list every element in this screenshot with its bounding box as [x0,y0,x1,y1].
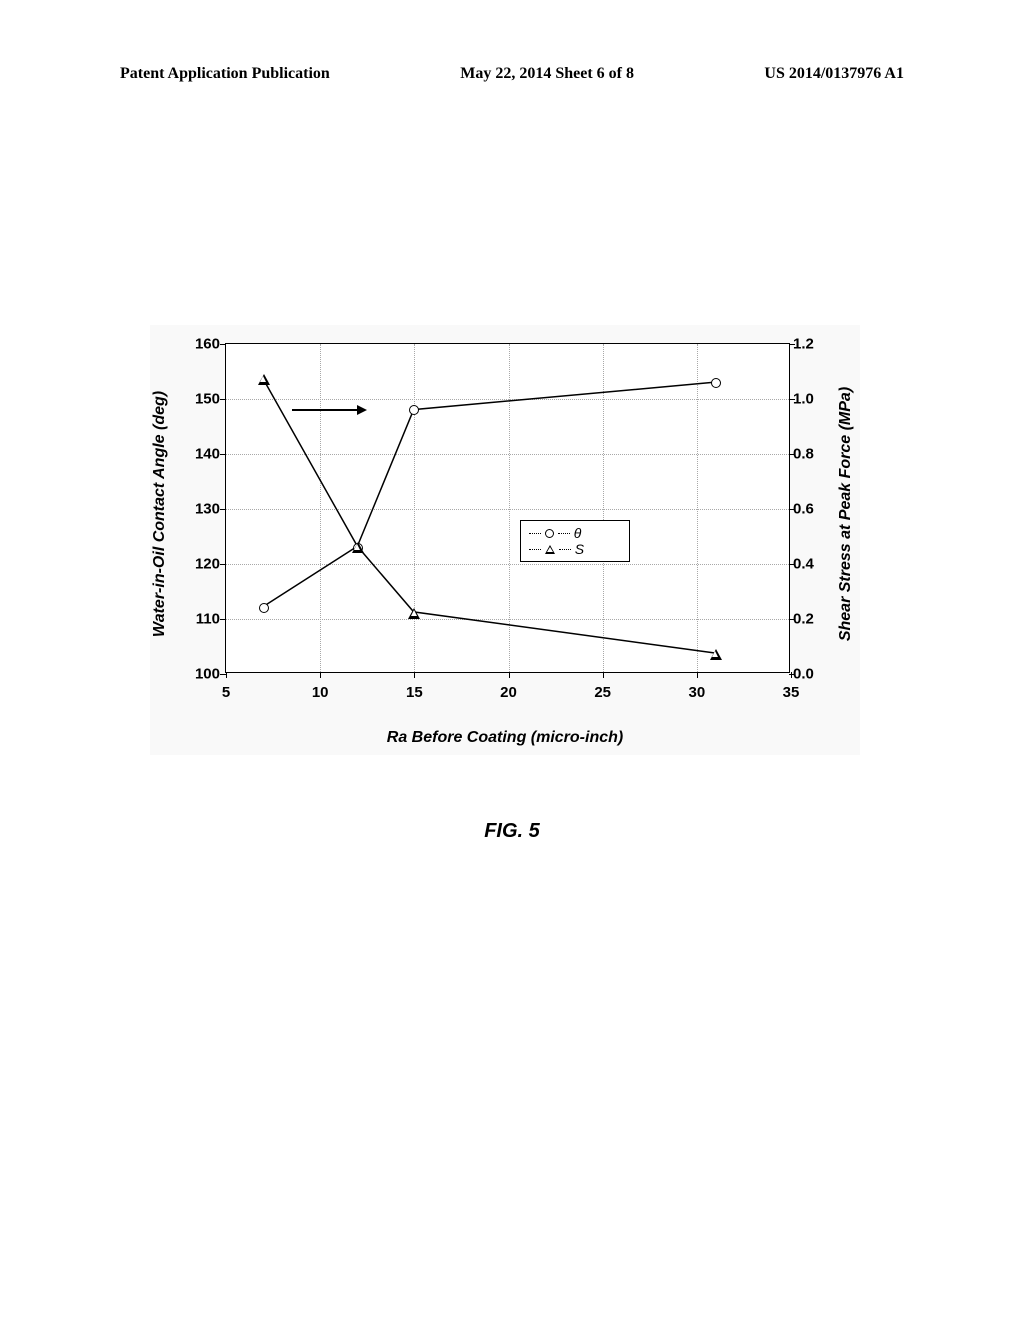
y-right-axis-title: Shear Stress at Peak Force (MPa) [837,387,855,641]
x-tick [320,672,321,678]
x-tick [226,672,227,678]
chart-container: Water-in-Oil Contact Angle (deg) Shear S… [150,325,860,755]
arrow-head-icon [357,405,367,415]
patent-header: Patent Application Publication May 22, 2… [0,65,1024,83]
x-tick-label: 15 [406,684,423,701]
y-left-tick-label: 130 [184,501,220,518]
series-line [264,382,714,606]
x-tick-label: 35 [783,684,800,701]
x-tick-label: 30 [688,684,705,701]
y-left-tick-label: 150 [184,391,220,408]
data-marker-circle [409,405,419,415]
y-right-tick-label: 0.8 [793,446,829,463]
header-right: US 2014/0137976 A1 [764,65,904,83]
y-left-tick-label: 110 [184,611,220,628]
y-left-tick-label: 160 [184,336,220,353]
y-left-tick-label: 120 [184,556,220,573]
y-left-axis-title: Water-in-Oil Contact Angle (deg) [151,391,169,637]
figure-caption: FIG. 5 [484,820,540,843]
y-left-tick-label: 140 [184,446,220,463]
data-marker-triangle [352,541,364,552]
y-right-tick-label: 1.2 [793,336,829,353]
x-tick-label: 20 [500,684,517,701]
x-axis-title: Ra Before Coating (micro-inch) [387,729,623,747]
x-tick-label: 5 [222,684,230,701]
series-line [264,380,714,653]
y-right-tick-label: 1.0 [793,391,829,408]
y-right-tick-label: 0.4 [793,556,829,573]
header-center: May 22, 2014 Sheet 6 of 8 [460,65,634,83]
data-marker-triangle [710,649,722,660]
data-marker-circle [259,603,269,613]
series-lines [226,344,789,672]
data-marker-circle [711,378,721,388]
data-marker-triangle [408,607,420,618]
y-left-tick-label: 100 [184,666,220,683]
y-right-tick-label: 0.6 [793,501,829,518]
data-marker-triangle [258,374,270,385]
y-right-tick-label: 0.0 [793,666,829,683]
plot-area: 1001101201301401501600.00.20.40.60.81.01… [225,343,790,673]
x-tick [603,672,604,678]
x-tick-label: 10 [312,684,329,701]
x-tick-label: 25 [594,684,611,701]
x-tick [414,672,415,678]
arrow-line [292,409,359,411]
x-tick [697,672,698,678]
header-left: Patent Application Publication [120,65,330,83]
y-right-tick-label: 0.2 [793,611,829,628]
x-tick [791,672,792,678]
x-tick [509,672,510,678]
